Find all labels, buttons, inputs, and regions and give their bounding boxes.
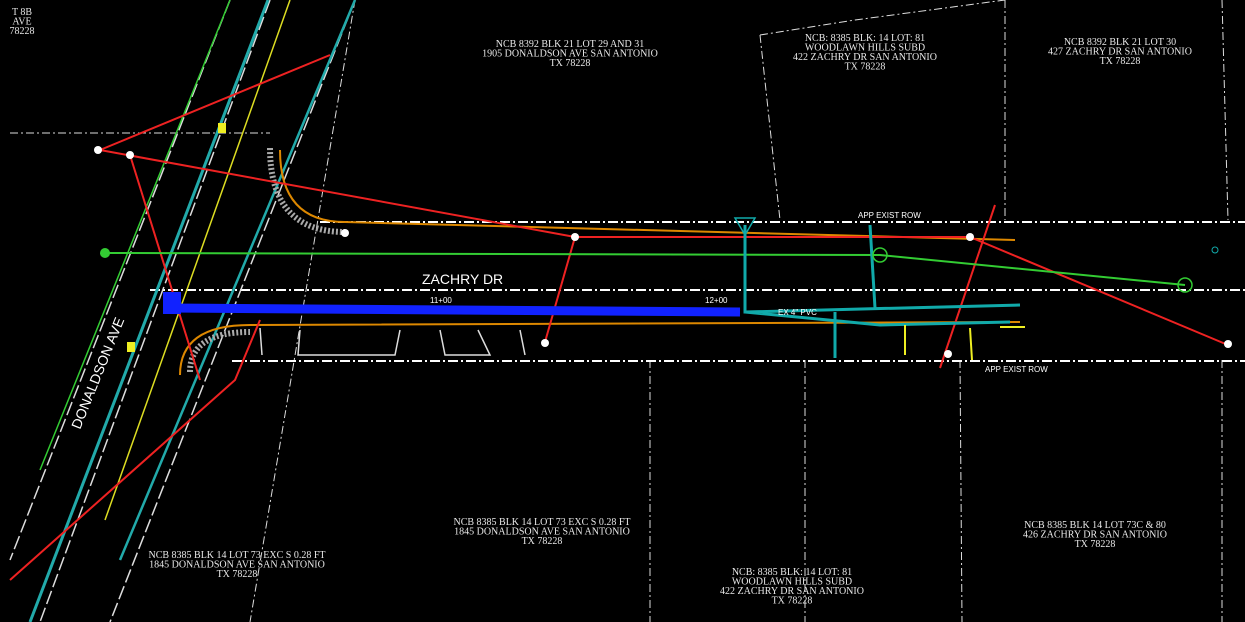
parcel-label: TX 78228: [1100, 56, 1141, 67]
annotation: EX 4" PVC: [778, 308, 817, 317]
parcel-label: TX 78228: [550, 58, 591, 69]
parcel-label: NCB 8385 BLK 14 LOT 73C & 80: [1024, 520, 1166, 531]
parcel-label: 1845 DONALDSON AVE SAN ANTONIO: [149, 560, 325, 571]
parcel-label: 78228: [10, 26, 35, 37]
parcel-label: TX 78228: [522, 536, 563, 547]
parcel-label: NCB: 8385 BLK: 14 LOT: 81: [805, 33, 925, 44]
linework: [9, 0, 1245, 622]
parcel-label: TX 78228: [772, 596, 813, 607]
parcel-label: NCB 8385 BLK 14 LOT 73 EXC S 0.28 FT: [453, 517, 630, 528]
parcel-label: 427 ZACHRY DR SAN ANTONIO: [1048, 47, 1192, 58]
annotation: 11+00: [430, 296, 452, 305]
parcel-label: WOODLAWN HILLS SUBD: [805, 43, 925, 54]
parcel-label: WOODLAWN HILLS SUBD: [732, 577, 852, 588]
parcel-label: 422 ZACHRY DR SAN ANTONIO: [793, 52, 937, 63]
street-name: DONALDSON AVE: [68, 315, 127, 431]
annotation: APP EXIST ROW: [858, 211, 921, 220]
parcel-label: 426 ZACHRY DR SAN ANTONIO: [1023, 530, 1167, 541]
parcel-label: NCB 8392 BLK 21 LOT 29 AND 31: [496, 39, 644, 50]
parcel-label: TX 78228: [1075, 539, 1116, 550]
parcel-label: 422 ZACHRY DR SAN ANTONIO: [720, 586, 864, 597]
parcel-label: AVE: [12, 17, 31, 28]
annotation: 12+00: [705, 296, 728, 305]
parcel-label: NCB: 8385 BLK: 14 LOT: 81: [732, 567, 852, 578]
parcel-label: NCB 8385 BLK 14 LOT 73 EXC S 0.28 FT: [148, 550, 325, 561]
parcel-label: TX 78228: [845, 62, 886, 73]
parcel-label: 1905 DONALDSON AVE SAN ANTONIO: [482, 49, 658, 60]
parcel-label: 1845 DONALDSON AVE SAN ANTONIO: [454, 527, 630, 538]
annotation: APP EXIST ROW: [985, 365, 1048, 374]
street-name: ZACHRY DR: [422, 271, 503, 287]
parcel-label: TX 78228: [217, 569, 258, 580]
parcel-label: T 8B: [12, 7, 32, 18]
parcel-label: NCB 8392 BLK 21 LOT 30: [1064, 37, 1176, 48]
